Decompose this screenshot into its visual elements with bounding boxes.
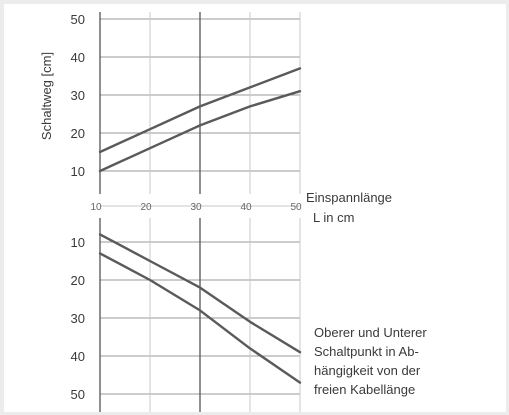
upper-series-line-1	[98, 67, 302, 154]
x-tick-label: 30	[190, 202, 202, 213]
lower-series-line-1	[98, 233, 302, 354]
annotation-line-3: hängigkeit von der	[314, 363, 421, 378]
lower-y-tick-label: 40	[71, 349, 85, 364]
annotation-line-2: Schaltpunkt in Ab-	[314, 344, 419, 359]
x-tick-label: 20	[140, 202, 152, 213]
lower-y-tick-label: 50	[71, 387, 85, 402]
upper-y-tick-label: 50	[71, 12, 85, 27]
lower-y-tick-label: 20	[71, 273, 85, 288]
upper-y-tick-label: 30	[71, 88, 85, 103]
upper-y-tick-label: 40	[71, 50, 85, 65]
lower-series-line-2	[98, 252, 302, 384]
chart-figure: 50 40 30 20 10 Schaltweg [cm] 10 20 30 40 50 Einspa…	[4, 4, 506, 412]
upper-y-tick-label: 10	[71, 164, 85, 179]
upper-y-tick-label: 20	[71, 126, 85, 141]
x-tick-label: 10	[90, 202, 102, 213]
upper-series-line-2	[98, 89, 302, 173]
upper-y-axis-label: Schaltweg [cm]	[39, 52, 54, 140]
x-tick-label: 50	[290, 202, 302, 213]
annotation-line-1: Oberer und Unterer	[314, 325, 427, 340]
chart-svg: 50 40 30 20 10 Schaltweg [cm] 10 20 30 40 50 Einspa…	[39, 12, 427, 412]
lower-y-tick-label: 30	[71, 311, 85, 326]
annotation-line-4: freien Kabellänge	[314, 382, 415, 397]
x-axis-label-line-2: L in cm	[313, 210, 354, 225]
x-tick-label: 40	[240, 202, 252, 213]
x-axis-label-line-1: Einspannlänge	[306, 190, 392, 205]
lower-y-tick-label: 10	[71, 235, 85, 250]
